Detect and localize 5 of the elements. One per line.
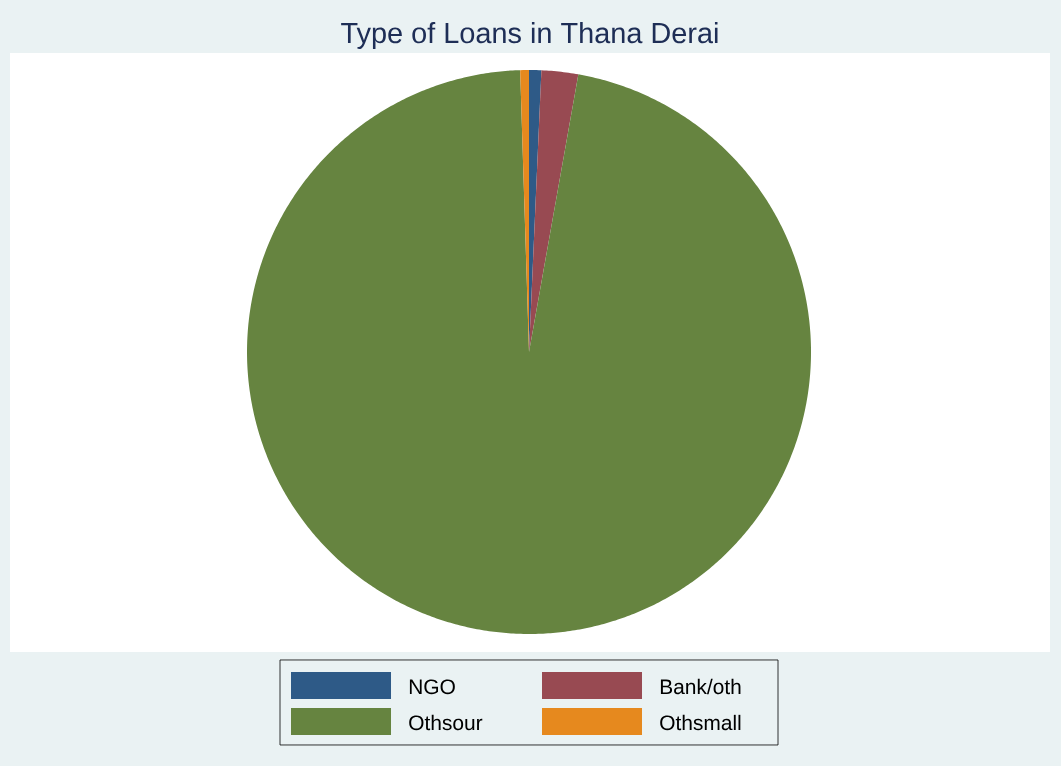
legend-label: Othsour (409, 714, 483, 731)
legend-label: Othsmall (660, 714, 741, 731)
legend-label: Bank/oth (660, 678, 741, 695)
legend-label: NGO (409, 679, 455, 695)
chart-title: Type of Loans in Thana Derai (341, 22, 718, 49)
